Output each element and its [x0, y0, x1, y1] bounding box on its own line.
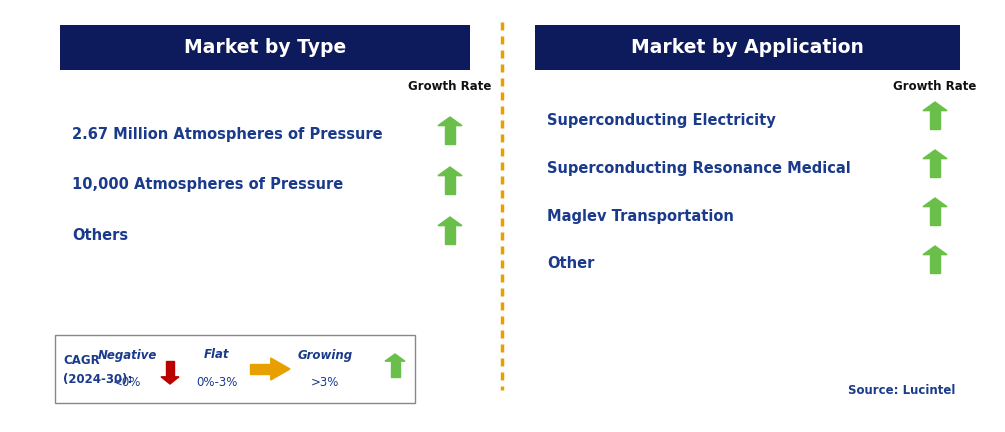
Text: Superconducting Resonance Medical: Superconducting Resonance Medical — [547, 161, 851, 175]
Text: Flat: Flat — [204, 349, 230, 362]
Text: 10,000 Atmospheres of Pressure: 10,000 Atmospheres of Pressure — [72, 178, 344, 193]
Polygon shape — [930, 206, 941, 226]
Text: Negative: Negative — [97, 349, 157, 362]
Text: Market by Application: Market by Application — [631, 38, 864, 57]
FancyBboxPatch shape — [60, 25, 470, 70]
Polygon shape — [438, 217, 462, 226]
Polygon shape — [444, 176, 455, 194]
Text: Growth Rate: Growth Rate — [893, 80, 977, 93]
Polygon shape — [270, 358, 290, 380]
Text: CAGR
(2024-30):: CAGR (2024-30): — [63, 355, 133, 385]
Polygon shape — [166, 361, 174, 377]
Polygon shape — [385, 354, 405, 361]
Polygon shape — [250, 364, 270, 374]
Polygon shape — [923, 150, 947, 159]
Polygon shape — [444, 226, 455, 245]
Polygon shape — [438, 167, 462, 176]
Text: 2.67 Million Atmospheres of Pressure: 2.67 Million Atmospheres of Pressure — [72, 127, 383, 143]
Polygon shape — [930, 111, 941, 129]
Polygon shape — [930, 254, 941, 273]
Text: Superconducting Electricity: Superconducting Electricity — [547, 112, 776, 127]
Polygon shape — [438, 117, 462, 126]
Text: Source: Lucintel: Source: Lucintel — [847, 384, 955, 397]
Polygon shape — [391, 361, 400, 377]
Polygon shape — [923, 246, 947, 254]
Text: Others: Others — [72, 228, 128, 242]
Text: 0%-3%: 0%-3% — [196, 377, 238, 390]
Text: Other: Other — [547, 257, 594, 271]
Polygon shape — [444, 126, 455, 144]
FancyBboxPatch shape — [55, 335, 415, 403]
Polygon shape — [923, 102, 947, 111]
FancyBboxPatch shape — [535, 25, 960, 70]
Text: Growth Rate: Growth Rate — [408, 80, 491, 93]
Polygon shape — [930, 159, 941, 178]
Polygon shape — [923, 198, 947, 206]
Polygon shape — [161, 377, 179, 384]
Text: Maglev Transportation: Maglev Transportation — [547, 209, 734, 223]
Text: Growing: Growing — [297, 349, 353, 362]
Text: >3%: >3% — [311, 377, 339, 390]
Text: <0%: <0% — [113, 377, 141, 390]
Text: Market by Type: Market by Type — [184, 38, 346, 57]
